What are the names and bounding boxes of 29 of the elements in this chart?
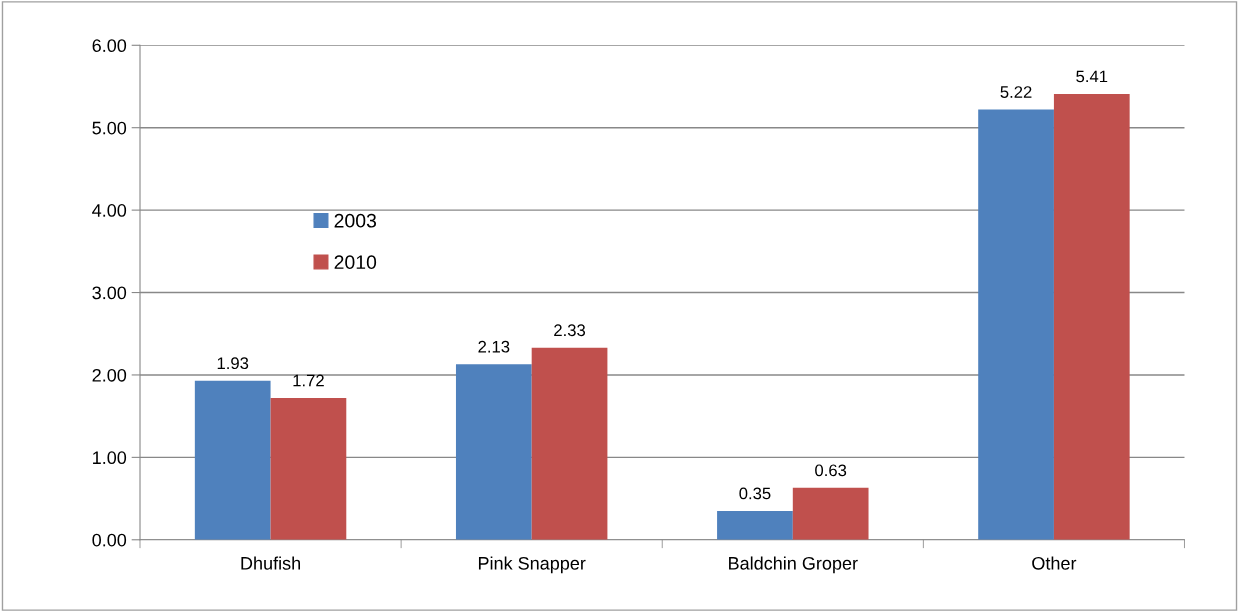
y-tick-label: 2.00 xyxy=(92,368,127,382)
x-tick-label: Pink Snapper xyxy=(478,556,586,574)
bar xyxy=(531,347,608,540)
y-tick-label: 3.00 xyxy=(92,286,127,300)
bar xyxy=(717,510,793,540)
data-label: 2.13 xyxy=(478,340,510,353)
bar xyxy=(455,364,532,540)
data-label: 1.72 xyxy=(293,374,324,387)
legend-label: 2010 xyxy=(334,255,377,270)
x-tick-label: Other xyxy=(1032,556,1077,570)
data-label: 5.41 xyxy=(1076,70,1108,83)
y-tick-label: 4.00 xyxy=(92,204,127,217)
data-label: 1.93 xyxy=(217,357,249,370)
y-tick-label: 0.00 xyxy=(92,533,127,547)
bar xyxy=(978,109,1054,540)
x-tick-label: Baldchin Groper xyxy=(729,556,858,574)
bar xyxy=(792,487,869,540)
y-tick-label: 6.00 xyxy=(92,39,127,53)
bar xyxy=(270,398,347,540)
y-tick-label: 1.00 xyxy=(93,451,127,465)
bar xyxy=(1053,93,1130,540)
x-tick-label: Dhufish xyxy=(241,556,301,570)
y-tick-label: 5.00 xyxy=(92,121,127,135)
data-label: 0.63 xyxy=(815,464,847,477)
data-label: 0.35 xyxy=(739,487,771,500)
legend-label: 2003 xyxy=(334,213,377,228)
bar xyxy=(194,380,271,540)
data-label: 2.33 xyxy=(554,324,586,337)
data-label: 5.22 xyxy=(1000,86,1032,98)
